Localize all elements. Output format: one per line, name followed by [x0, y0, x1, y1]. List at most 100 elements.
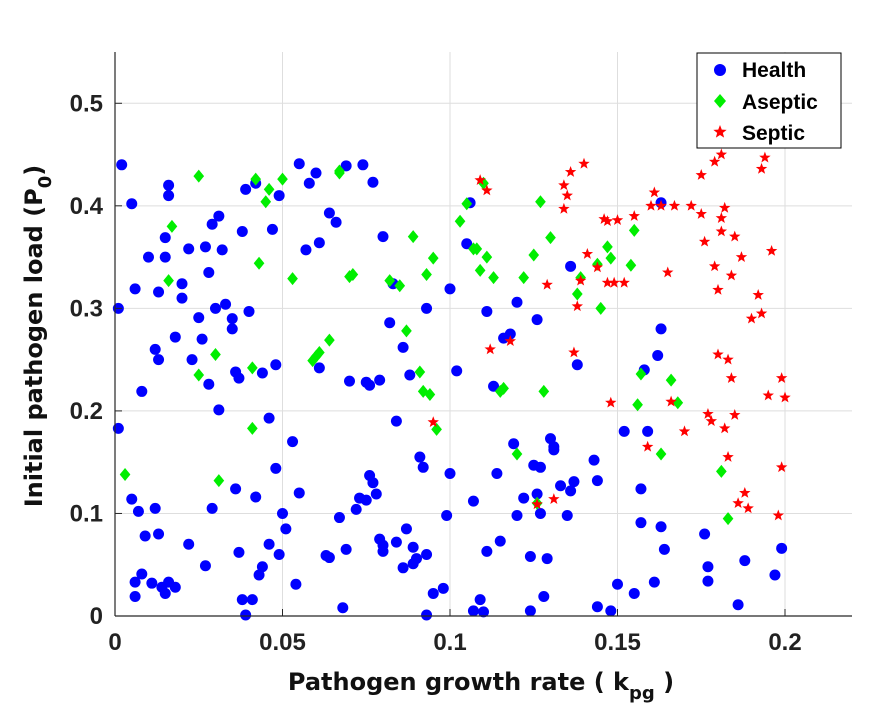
- point-health: [357, 159, 369, 171]
- point-health: [491, 467, 503, 479]
- point-septic: [755, 162, 768, 174]
- point-health: [397, 341, 409, 353]
- point-septic: [558, 179, 570, 191]
- point-septic: [762, 389, 774, 401]
- point-septic: [722, 353, 734, 365]
- point-aseptic: [602, 240, 613, 254]
- point-septic: [591, 261, 604, 273]
- point-septic: [678, 425, 691, 437]
- point-health: [236, 225, 248, 237]
- point-septic: [608, 276, 620, 288]
- point-aseptic: [722, 512, 734, 526]
- point-health: [421, 548, 433, 560]
- point-septic: [685, 199, 697, 211]
- point-health: [149, 502, 161, 514]
- point-septic: [759, 151, 771, 163]
- point-health: [313, 362, 325, 374]
- point-aseptic: [635, 367, 647, 381]
- x-tick-label: 0.05: [259, 629, 306, 656]
- point-aseptic: [625, 258, 637, 272]
- point-health: [548, 444, 560, 456]
- point-aseptic: [347, 268, 359, 282]
- point-aseptic: [461, 197, 473, 211]
- point-aseptic: [247, 361, 258, 375]
- point-septic: [655, 199, 667, 211]
- legend-aseptic-marker: [714, 94, 726, 108]
- point-health: [390, 415, 402, 427]
- tick-labels: 0 0.05 0.1 0.15 0.2 0 0.1 0.2 0.3 0.4 0.5: [70, 90, 802, 656]
- point-health: [648, 576, 660, 588]
- point-septic: [474, 174, 486, 186]
- point-septic: [648, 186, 661, 198]
- point-health: [273, 548, 285, 560]
- point-health: [511, 296, 523, 308]
- point-aseptic: [213, 474, 225, 488]
- point-septic: [729, 230, 741, 242]
- point-septic: [725, 372, 738, 383]
- point-septic: [708, 260, 721, 272]
- point-health: [246, 594, 258, 606]
- point-septic: [742, 502, 754, 514]
- point-aseptic: [193, 169, 205, 183]
- point-septic: [779, 391, 791, 403]
- point-aseptic: [401, 324, 412, 338]
- point-health: [136, 568, 148, 580]
- point-health: [159, 251, 171, 263]
- point-health: [300, 244, 312, 256]
- legend: Health Aseptic Septic: [696, 52, 842, 149]
- point-aseptic: [314, 345, 325, 359]
- y-tick-label: 0: [90, 603, 103, 630]
- point-health: [183, 538, 195, 550]
- point-septic: [662, 266, 674, 278]
- point-health: [163, 190, 175, 202]
- point-health: [618, 425, 630, 437]
- point-septic: [695, 208, 707, 219]
- point-septic: [715, 225, 728, 237]
- point-health: [143, 251, 154, 263]
- point-septic: [708, 155, 721, 167]
- y-tick-label: 0.1: [70, 500, 103, 527]
- point-health: [303, 177, 315, 189]
- point-health: [340, 160, 352, 172]
- y-tick-label: 0.4: [70, 193, 104, 220]
- point-health: [216, 244, 228, 256]
- point-health: [444, 467, 456, 479]
- point-health: [635, 483, 647, 495]
- point-health: [129, 576, 141, 588]
- point-health: [444, 283, 456, 295]
- point-septic: [702, 407, 714, 419]
- point-septic: [735, 251, 748, 262]
- point-health: [183, 243, 195, 255]
- point-septic: [541, 278, 553, 290]
- point-health: [441, 510, 453, 522]
- x-tick-label: 0.15: [594, 629, 641, 656]
- point-septic: [718, 201, 731, 213]
- point-health: [605, 605, 617, 617]
- legend-health-label: Health: [742, 59, 806, 82]
- point-health: [153, 528, 165, 540]
- point-health: [126, 198, 138, 210]
- point-septic: [427, 416, 439, 428]
- point-health: [250, 491, 262, 503]
- point-health: [374, 374, 386, 386]
- legend-aseptic-label: Aseptic: [742, 91, 818, 114]
- point-health: [488, 380, 500, 392]
- point-health: [323, 552, 335, 564]
- point-aseptic: [193, 368, 205, 382]
- point-septic: [571, 300, 584, 312]
- point-health: [139, 530, 151, 542]
- point-septic: [561, 189, 573, 201]
- point-septic: [481, 184, 493, 196]
- point-health: [534, 461, 546, 473]
- point-health: [427, 587, 439, 599]
- point-health: [612, 578, 623, 590]
- point-septic: [722, 451, 734, 462]
- point-aseptic: [672, 396, 684, 410]
- point-aseptic: [210, 348, 221, 362]
- point-health: [367, 176, 379, 188]
- point-health: [256, 561, 268, 573]
- point-health: [236, 594, 248, 606]
- point-health: [233, 372, 245, 384]
- point-health: [330, 216, 342, 228]
